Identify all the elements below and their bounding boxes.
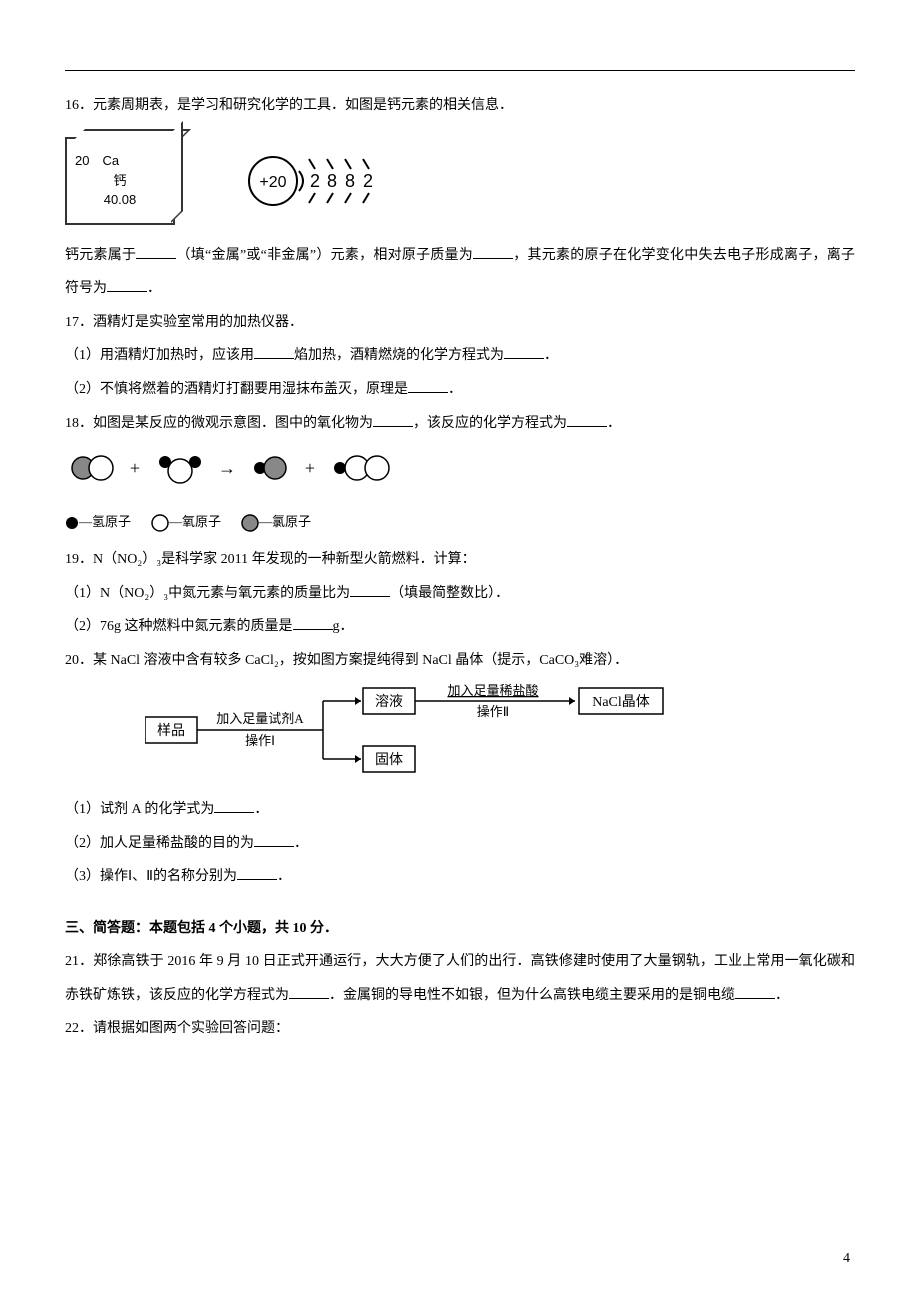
svg-text:溶液: 溶液	[375, 694, 403, 710]
blank	[567, 413, 607, 427]
svg-text:固体: 固体	[375, 752, 403, 768]
blank	[254, 833, 294, 847]
q19-intro: 19．N（NO₂）₃是科学家 2011 年发现的一种新型火箭燃料．计算：	[65, 543, 855, 577]
q18-intro-a: 18．如图是某反应的微观示意图．图中的氧化物为	[65, 416, 373, 431]
svg-text:操作Ⅰ: 操作Ⅰ	[245, 733, 275, 748]
q19-p1-b: （填最简整数比）．	[390, 586, 509, 601]
blank	[408, 379, 448, 393]
blank	[214, 799, 254, 813]
element-number: 20	[75, 153, 89, 168]
element-symbol: Ca	[102, 153, 119, 168]
q16-body: 钙元素属于（填“金属”或“非金属”）元素，相对原子质量为，其元素的原子在化学变化…	[65, 239, 855, 306]
svg-text:8: 8	[345, 171, 355, 191]
q20-p2-b: ．	[294, 836, 308, 851]
q20-p2-a: （2）加人足量稀盐酸的目的为	[65, 836, 254, 851]
blank	[136, 245, 176, 259]
svg-text:操作Ⅱ: 操作Ⅱ	[477, 704, 509, 719]
q18-intro-b: ，该反应的化学方程式为	[413, 416, 567, 431]
q17-intro: 17．酒精灯是实验室常用的加热仪器．	[65, 306, 855, 340]
legend-cl: —氯原子	[259, 514, 311, 529]
element-mass: 40.08	[75, 190, 165, 210]
svg-text:加入足量稀盐酸: 加入足量稀盐酸	[447, 683, 538, 698]
q17-p1-b: 焰加热，酒精燃烧的化学方程式为	[294, 348, 504, 363]
nucleus-label: +20	[259, 174, 286, 191]
q20-p3: （3）操作Ⅰ、Ⅱ的名称分别为 ．	[65, 860, 855, 894]
svg-text:8: 8	[327, 171, 337, 191]
svg-text:+: +	[130, 458, 140, 478]
svg-text:2: 2	[310, 171, 320, 191]
q17-p2-b: ．	[448, 382, 462, 397]
top-rule	[65, 70, 855, 71]
q20-p3-a: （3）操作Ⅰ、Ⅱ的名称分别为	[65, 869, 237, 884]
q16-text-d: ．	[147, 281, 161, 296]
q16-text-a: 钙元素属于	[65, 248, 136, 263]
q20-p3-b: ．	[277, 869, 291, 884]
blank	[350, 583, 390, 597]
blank	[735, 985, 775, 999]
q20-intro: 20．某 NaCl 溶液中含有较多 CaCl₂，按如图方案提纯得到 NaCl 晶…	[65, 644, 855, 678]
element-box: 20 Ca 钙 40.08	[65, 137, 175, 225]
blank	[373, 413, 413, 427]
blank	[107, 278, 147, 292]
q21-body: 21．郑徐高铁于 2016 年 9 月 10 日正式开通运行，大大方便了人们的出…	[65, 945, 855, 1012]
q19-p1: （1）N（NO₂）₃中氮元素与氧元素的质量比为 （填最简整数比）．	[65, 577, 855, 611]
blank	[473, 245, 513, 259]
legend-h: —氢原子	[79, 514, 131, 529]
reaction-diagram: + → +	[65, 448, 855, 502]
page-number: 4	[843, 1242, 850, 1276]
q16-images: 20 Ca 钙 40.08 +20 2 8 8 2	[65, 133, 855, 229]
blank	[237, 866, 277, 880]
blank	[254, 345, 294, 359]
q20-p1-a: （1）试剂 A 的化学式为	[65, 802, 214, 817]
q17-p1-a: （1）用酒精灯加热时，应该用	[65, 348, 254, 363]
q17-p1-c: ．	[544, 348, 558, 363]
flow-diagram: 样品 加入足量试剂A 操作Ⅰ 溶液 固体 加入足量稀盐酸 操作Ⅱ NaCl晶体	[145, 683, 855, 787]
q21-text-b: ．金属铜的导电性不如银，但为什么高铁电缆主要采用的是铜电缆	[329, 988, 735, 1003]
q16-text-b: （填“金属”或“非金属”）元素，相对原子质量为	[176, 248, 473, 263]
q21-text-c: ．	[775, 988, 789, 1003]
blank	[289, 985, 329, 999]
q20-p1: （1）试剂 A 的化学式为 ．	[65, 793, 855, 827]
q17-p1: （1）用酒精灯加热时，应该用 焰加热，酒精燃烧的化学方程式为 ．	[65, 339, 855, 373]
q19-p2: （2）76g 这种燃料中氮元素的质量是 g．	[65, 610, 855, 644]
q17-p2-a: （2）不慎将燃着的酒精灯打翻要用湿抹布盖灭，原理是	[65, 382, 408, 397]
q19-p2-b: g．	[333, 619, 354, 634]
svg-text:2: 2	[363, 171, 373, 191]
svg-text:+: +	[305, 458, 315, 478]
q18-intro: 18．如图是某反应的微观示意图．图中的氧化物为 ，该反应的化学方程式为 ．	[65, 407, 855, 441]
svg-text:加入足量试剂A: 加入足量试剂A	[216, 711, 304, 726]
element-name: 钙	[75, 171, 165, 191]
svg-text:→: →	[218, 458, 236, 478]
reaction-legend: —氢原子 —氧原子 —氯原子	[65, 506, 855, 537]
q18-intro-c: ．	[607, 416, 621, 431]
q19-p2-a: （2）76g 这种燃料中氮元素的质量是	[65, 619, 293, 634]
q22-text: 22．请根据如图两个实验回答问题：	[65, 1012, 855, 1046]
q17-p2: （2）不慎将燃着的酒精灯打翻要用湿抹布盖灭，原理是 ．	[65, 373, 855, 407]
legend-o: —氧原子	[169, 514, 221, 529]
q16-intro: 16．元素周期表，是学习和研究化学的工具．如图是钙元素的相关信息．	[65, 89, 855, 123]
q20-p2: （2）加人足量稀盐酸的目的为 ．	[65, 827, 855, 861]
svg-text:样品: 样品	[157, 723, 185, 739]
q20-p1-b: ．	[254, 802, 268, 817]
section3-title: 三、简答题：本题包括 4 个小题，共 10 分．	[65, 912, 855, 946]
blank	[504, 345, 544, 359]
q19-p1-a: （1）N（NO₂）₃中氮元素与氧元素的质量比为	[65, 586, 350, 601]
atom-structure-diagram: +20 2 8 8 2	[235, 133, 395, 229]
svg-text:NaCl晶体: NaCl晶体	[592, 694, 650, 710]
blank	[293, 616, 333, 630]
